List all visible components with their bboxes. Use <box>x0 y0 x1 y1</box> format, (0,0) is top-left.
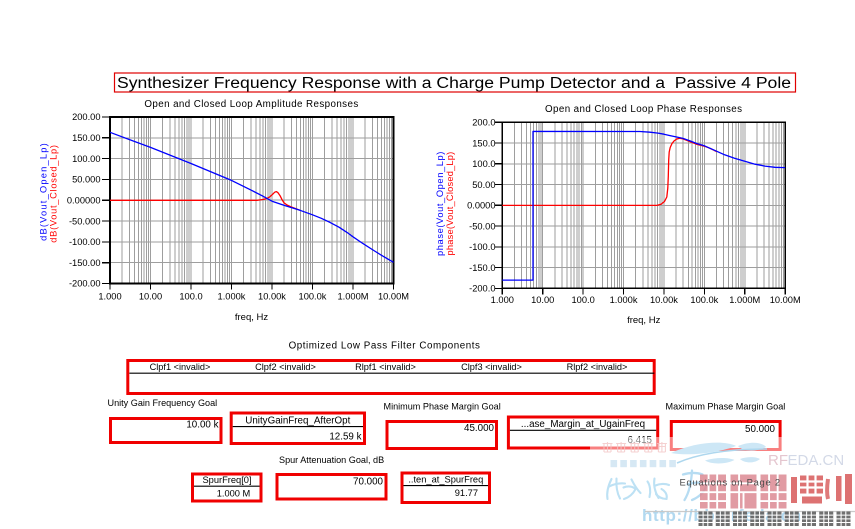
svg-text:100.0: 100.0 <box>571 295 594 305</box>
svg-text:91.77: 91.77 <box>455 488 478 498</box>
svg-text:Open and Closed Loop Amplitude: Open and Closed Loop Amplitude Responses <box>144 99 358 110</box>
svg-text:10.00 k: 10.00 k <box>186 420 218 431</box>
svg-text:-50.00: -50.00 <box>469 221 495 231</box>
svg-text:1.000M: 1.000M <box>729 295 760 305</box>
svg-text:10.00k: 10.00k <box>258 292 286 302</box>
svg-text:Maximum Phase Margin Goal: Maximum Phase Margin Goal <box>666 402 786 412</box>
svg-text:UnityGainFreq_AfterOpt: UnityGainFreq_AfterOpt <box>245 415 350 426</box>
svg-text:Unity Gain Frequency Goal: Unity Gain Frequency Goal <box>108 398 218 408</box>
svg-text:Optimized Low Pass Filter Comp: Optimized Low Pass Filter Components <box>289 341 481 352</box>
svg-text:1.000: 1.000 <box>491 295 514 305</box>
svg-text:Clpf1 <invalid>: Clpf1 <invalid> <box>150 362 211 372</box>
svg-text:Spur Attenuation Goal, dB: Spur Attenuation Goal, dB <box>279 455 384 465</box>
svg-text:-50.000: -50.000 <box>69 216 101 226</box>
svg-text:-200.00: -200.00 <box>69 279 101 289</box>
svg-text:SpurFreq[0]: SpurFreq[0] <box>202 475 251 485</box>
svg-text:Rlpf2 <invalid>: Rlpf2 <invalid> <box>567 362 628 372</box>
svg-text:..ten_at_SpurFreq: ..ten_at_SpurFreq <box>408 475 483 485</box>
svg-text:...ase_Margin_at_UgainFreq: ...ase_Margin_at_UgainFreq <box>521 419 645 430</box>
svg-text:10.00M: 10.00M <box>770 295 801 305</box>
svg-text:-100.00: -100.00 <box>69 237 101 247</box>
svg-text:100.0k: 100.0k <box>299 292 327 302</box>
svg-text:0.0000: 0.0000 <box>467 201 495 211</box>
svg-text:100.0: 100.0 <box>179 292 202 302</box>
svg-text:EDA.CN: EDA.CN <box>788 452 845 469</box>
svg-text:-150.0: -150.0 <box>469 263 495 273</box>
svg-text:50.00: 50.00 <box>472 180 495 190</box>
svg-text:150.0: 150.0 <box>472 138 495 148</box>
svg-text:10.00: 10.00 <box>531 295 554 305</box>
svg-text:RF: RF <box>768 452 788 469</box>
svg-text:Rlpf1 <invalid>: Rlpf1 <invalid> <box>355 362 416 372</box>
svg-text:Equations on Page 2: Equations on Page 2 <box>680 476 781 487</box>
svg-text:10.00: 10.00 <box>139 292 162 302</box>
svg-text:Minimum Phase Margin Goal: Minimum Phase Margin Goal <box>384 402 501 412</box>
svg-text:Open and Closed Loop Phase Res: Open and Closed Loop Phase Responses <box>545 104 742 115</box>
svg-text:freq, Hz: freq, Hz <box>235 312 269 323</box>
svg-text:1.000: 1.000 <box>98 292 121 302</box>
svg-text:Synthesizer Frequency Response: Synthesizer Frequency Response with a Ch… <box>117 75 791 92</box>
svg-text:50.000: 50.000 <box>72 175 100 185</box>
svg-text:10.00k: 10.00k <box>650 295 678 305</box>
svg-text:dB(Vout_Closed_Lp): dB(Vout_Closed_Lp) <box>49 144 59 242</box>
svg-text:1.000M: 1.000M <box>337 292 368 302</box>
svg-text:-200.0: -200.0 <box>469 284 495 294</box>
svg-text:150.00: 150.00 <box>72 133 100 143</box>
svg-text:phase(Vout_Closed_Lp): phase(Vout_Closed_Lp) <box>445 152 455 256</box>
svg-text:1.000k: 1.000k <box>610 295 638 305</box>
svg-text:100.0k: 100.0k <box>690 295 718 305</box>
svg-text:70.000: 70.000 <box>353 477 384 488</box>
svg-text:1.000k: 1.000k <box>218 292 246 302</box>
svg-text:200.00: 200.00 <box>72 112 100 122</box>
svg-text:phase(Vout_Open_Lp): phase(Vout_Open_Lp) <box>435 151 445 256</box>
svg-text:50.000: 50.000 <box>745 424 776 435</box>
svg-text:-150.00: -150.00 <box>69 258 101 268</box>
svg-text:100.0: 100.0 <box>472 159 495 169</box>
svg-text:0.00000: 0.00000 <box>67 195 101 205</box>
svg-text:10.00M: 10.00M <box>378 292 409 302</box>
svg-text:Clpf2 <invalid>: Clpf2 <invalid> <box>255 362 316 372</box>
svg-text:100.00: 100.00 <box>72 154 100 164</box>
svg-text:45.000: 45.000 <box>464 423 495 434</box>
svg-text:Clpf3 <invalid>: Clpf3 <invalid> <box>461 362 522 372</box>
svg-text:-100.0: -100.0 <box>469 242 495 252</box>
svg-text:dB(Vout_Open_Lp): dB(Vout_Open_Lp) <box>39 142 49 241</box>
svg-text:1.000 M: 1.000 M <box>217 489 251 499</box>
svg-text:200.0: 200.0 <box>472 118 495 128</box>
svg-text:freq, Hz: freq, Hz <box>627 315 661 326</box>
svg-text:12.59 k: 12.59 k <box>329 432 361 443</box>
